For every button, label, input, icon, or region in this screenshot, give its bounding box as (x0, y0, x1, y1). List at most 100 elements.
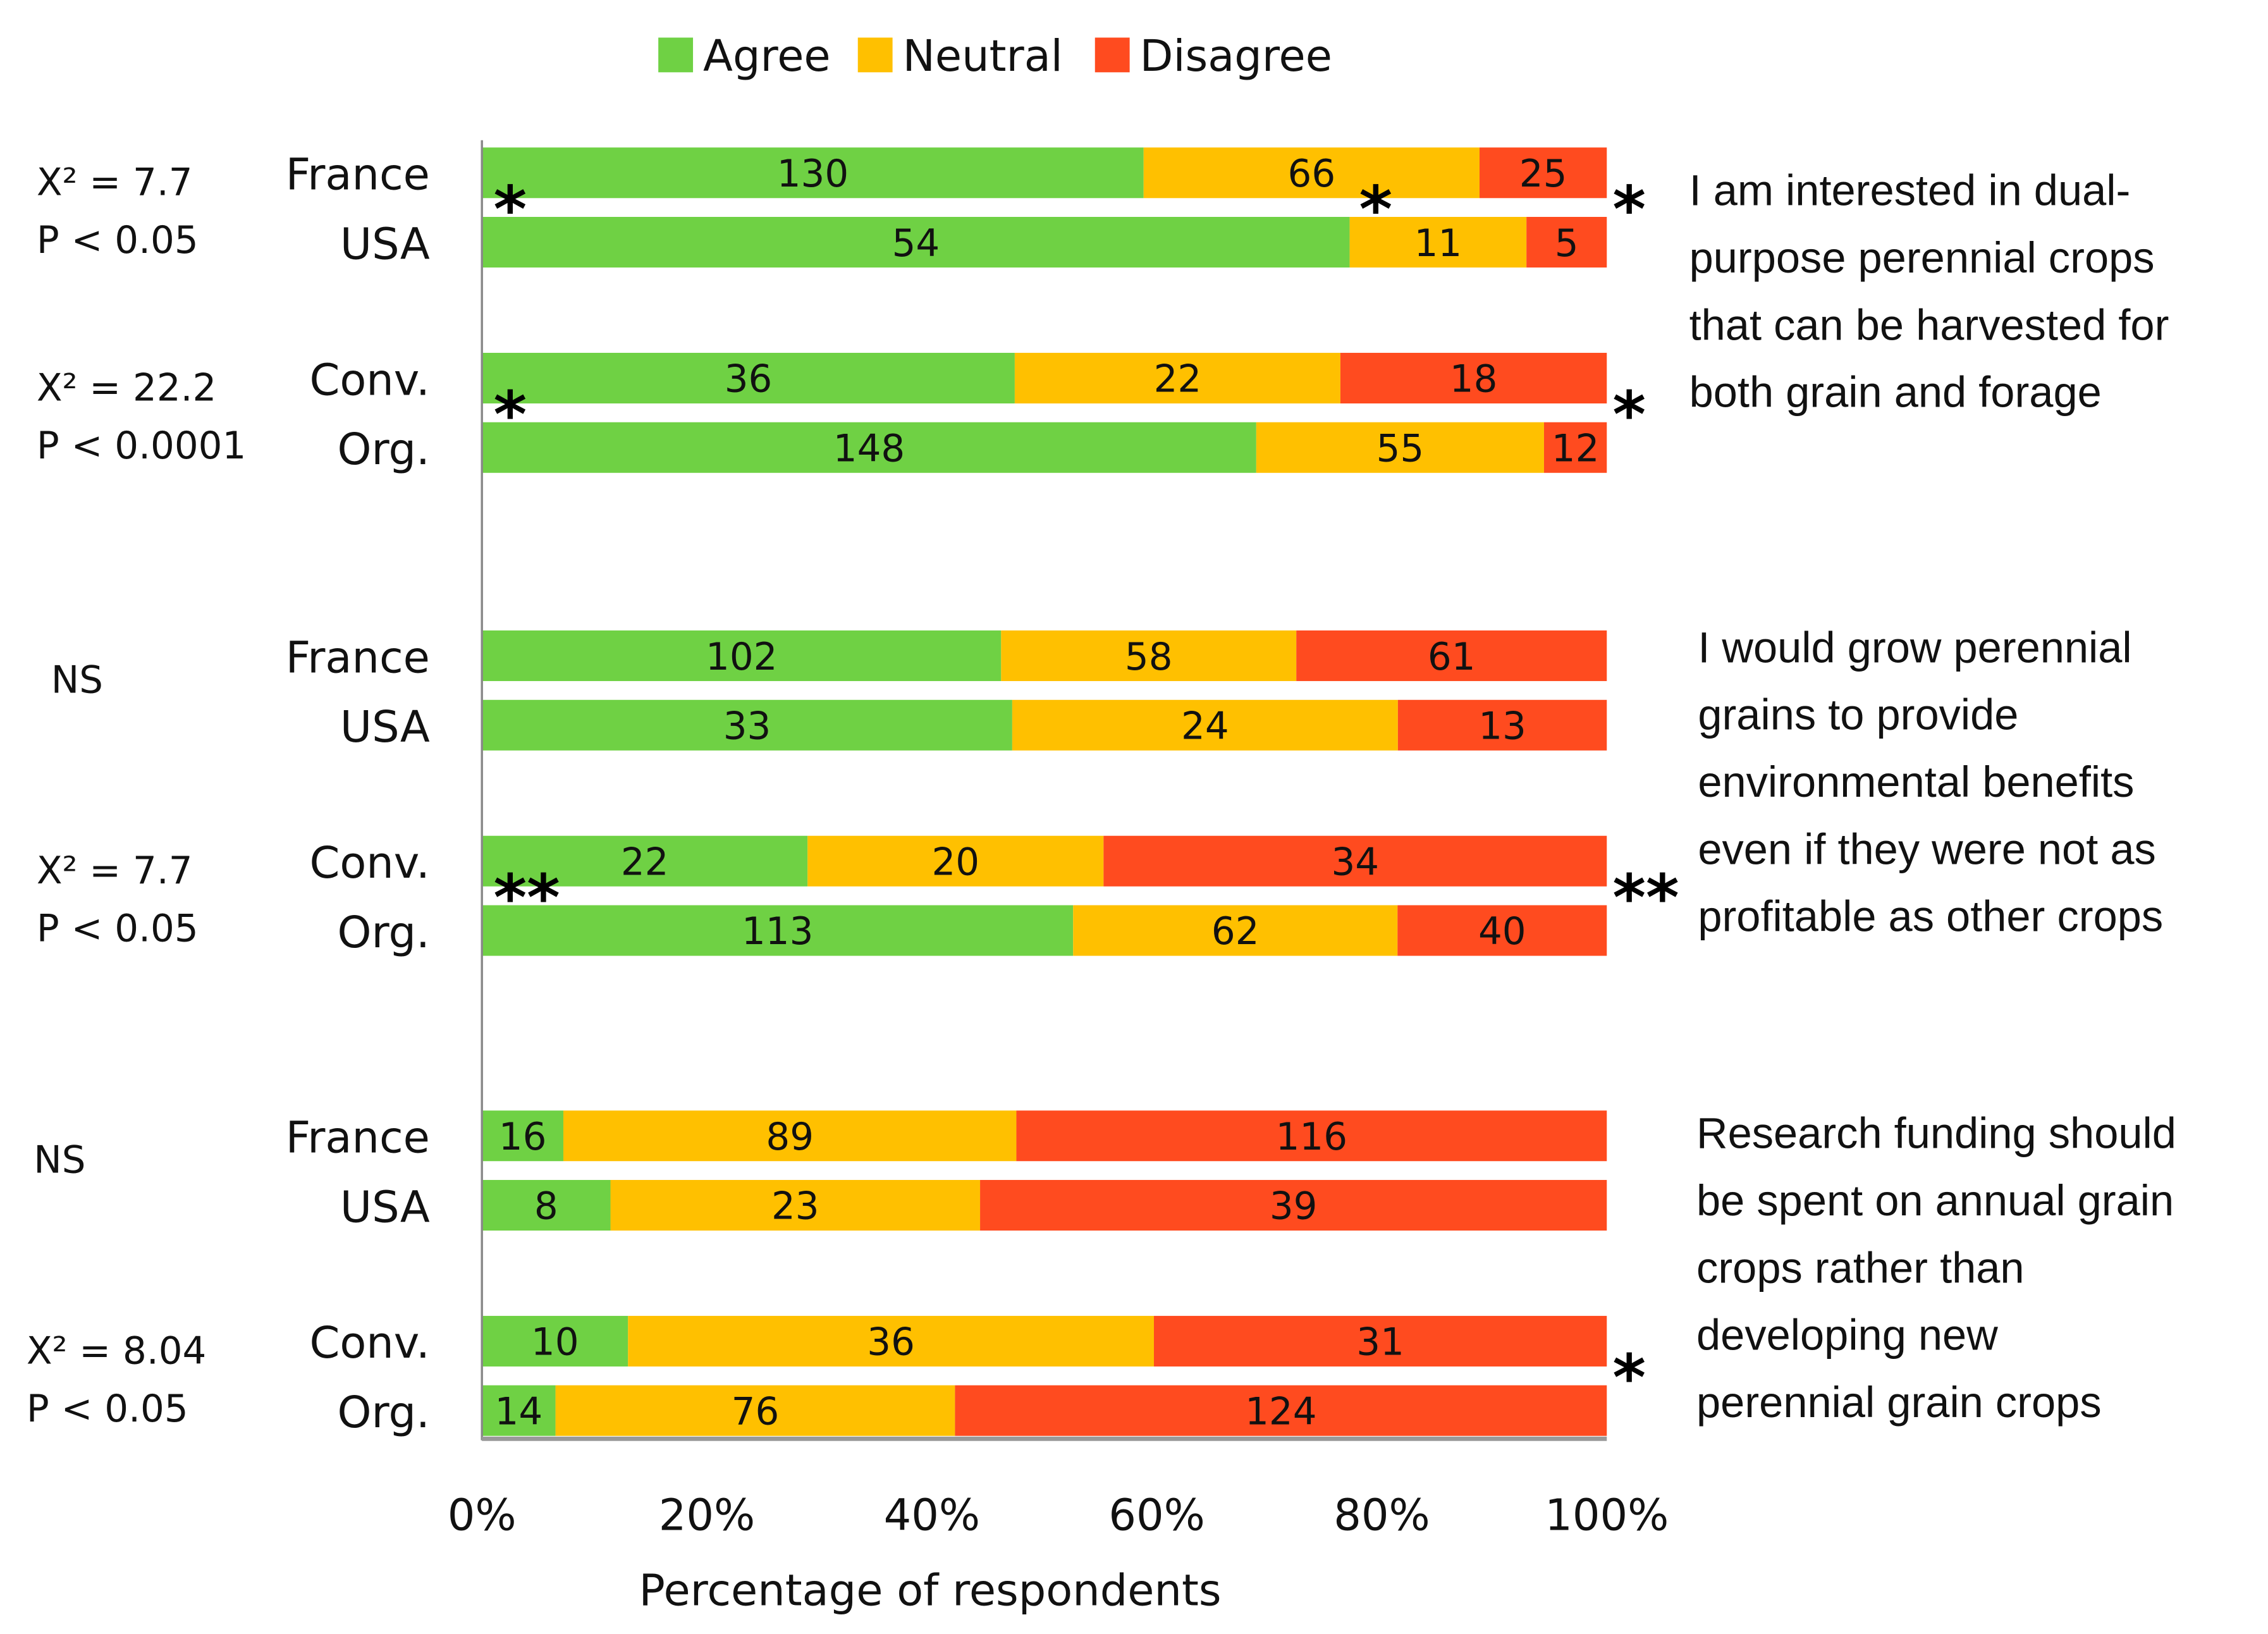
statement-text-line: I would grow perennial (1698, 623, 2131, 672)
row-label: USA (340, 219, 430, 269)
row-label: France (286, 150, 430, 200)
x-tick-label: 40% (884, 1490, 980, 1540)
statement-text-line: that can be harvested for (1689, 300, 2169, 349)
legend: Agree Neutral Disagree (658, 31, 1332, 82)
bar-segment-agree (482, 422, 1256, 473)
bar-segment-agree (482, 1385, 556, 1436)
bar-value-label: 61 (1428, 636, 1476, 679)
bar-segment-neutral (555, 1385, 955, 1436)
significance-asterisk: ** (493, 861, 560, 935)
significance-label: NS (51, 658, 103, 702)
bar-value-label: 116 (1276, 1115, 1347, 1159)
legend-swatch-disagree (1094, 37, 1130, 73)
p-value-label: P < 0.0001 (37, 424, 246, 468)
statement-text-line: grains to provide (1698, 691, 2018, 739)
bar-segment-neutral (1014, 352, 1340, 403)
bar-value-label: 76 (732, 1390, 780, 1434)
legend-swatch-neutral (857, 37, 893, 73)
bar-segment-neutral (1073, 905, 1398, 956)
statement-text-line: be spent on annual grain (1696, 1176, 2174, 1225)
row-label: Conv. (309, 355, 429, 405)
bar-value-label: 25 (1519, 152, 1567, 196)
statement-text-line: developing new (1696, 1311, 1998, 1360)
row-label: Conv. (309, 838, 429, 888)
bar-segment-neutral (1143, 147, 1480, 199)
bar-segment-neutral (1001, 630, 1297, 682)
bar-segment-agree (482, 699, 1012, 751)
bar-value-label: 5 (1555, 222, 1579, 266)
bar-segment-neutral (807, 835, 1104, 887)
row-label: Org. (338, 907, 430, 958)
bar-segment-agree (482, 1179, 611, 1231)
bar-value-label: 36 (725, 358, 773, 402)
statement-text-line: Research funding should (1696, 1109, 2176, 1158)
legend-label-disagree: Disagree (1140, 31, 1332, 82)
bar-segment-neutral (610, 1179, 981, 1231)
statement-text-line: both grain and forage (1689, 368, 2102, 417)
bar-value-label: 18 (1450, 358, 1498, 402)
significance-asterisk: * (1612, 173, 1646, 247)
statement-text-line: environmental benefits (1698, 758, 2134, 806)
bar-segment-agree (482, 1315, 628, 1367)
significance-asterisk: * (1612, 378, 1646, 452)
bar-segment-agree (482, 905, 1074, 956)
bar-value-label: 62 (1211, 910, 1260, 954)
p-value-label: P < 0.05 (37, 219, 199, 262)
statement-text-line: purpose perennial crops (1689, 233, 2155, 282)
bar-value-label: 20 (931, 840, 979, 884)
row-label: Org. (338, 1387, 430, 1438)
bar-value-label: 148 (833, 427, 905, 470)
statement-text-line: profitable as other crops (1698, 892, 2163, 941)
legend-label-agree: Agree (703, 31, 831, 82)
significance-asterisk: ** (1612, 861, 1679, 935)
bar-value-label: 54 (892, 222, 940, 266)
x-tick-label: 60% (1108, 1490, 1204, 1540)
bar-value-label: 33 (723, 705, 771, 749)
bar-value-label: 31 (1356, 1321, 1404, 1365)
chi-square-label: X² = 22.2 (37, 366, 216, 410)
bar-segment-neutral (628, 1315, 1155, 1367)
bar-value-label: 22 (621, 840, 669, 884)
bar-segment-neutral (1349, 217, 1527, 268)
significance-label: NS (34, 1139, 85, 1182)
significance-asterisk: * (493, 378, 527, 452)
bar-segment-disagree (1397, 699, 1607, 751)
bar-segment-disagree (1016, 1110, 1607, 1162)
x-tick-labels: 0% 20% 40% 60% 80% 100% (448, 1490, 1669, 1540)
bar-segment-disagree (980, 1179, 1607, 1231)
bar-segment-disagree (1526, 217, 1607, 268)
bar-value-label: 36 (867, 1321, 915, 1365)
bar-value-label: 23 (771, 1185, 819, 1229)
p-value-label: P < 0.05 (27, 1387, 188, 1431)
bar-value-label: 13 (1478, 705, 1526, 749)
bar-value-label: 8 (534, 1185, 558, 1229)
bar-value-label: 12 (1552, 427, 1600, 470)
chi-square-label: X² = 8.04 (27, 1329, 206, 1373)
x-tick-label: 0% (448, 1490, 517, 1540)
bar-segment-disagree (1340, 352, 1607, 403)
p-value-label: P < 0.05 (37, 907, 199, 951)
row-label: USA (340, 1182, 430, 1232)
x-axis-label: Percentage of respondents (639, 1565, 1222, 1616)
legend-swatch-agree (658, 37, 694, 73)
bar-value-label: 113 (742, 910, 813, 954)
row-label: Org. (338, 424, 430, 475)
bar-segment-disagree (1480, 147, 1607, 199)
bar-value-label: 16 (499, 1115, 547, 1159)
row-label: Conv. (309, 1318, 429, 1368)
bar-segment-agree (482, 352, 1015, 403)
bar-value-label: 34 (1331, 840, 1379, 884)
bar-segment-disagree (1103, 835, 1607, 887)
bar-value-label: 66 (1288, 152, 1336, 196)
bar-segment-disagree (955, 1385, 1607, 1436)
row-label: USA (340, 702, 430, 752)
bar-value-label: 124 (1245, 1390, 1316, 1434)
bar-segment-agree (482, 147, 1144, 199)
legend-label-neutral: Neutral (903, 31, 1063, 82)
bar-segment-agree (482, 630, 1002, 682)
chi-square-label: X² = 7.7 (37, 849, 193, 893)
row-label: France (286, 632, 430, 683)
bar-value-label: 102 (706, 636, 777, 679)
bar-segment-neutral (563, 1110, 1017, 1162)
